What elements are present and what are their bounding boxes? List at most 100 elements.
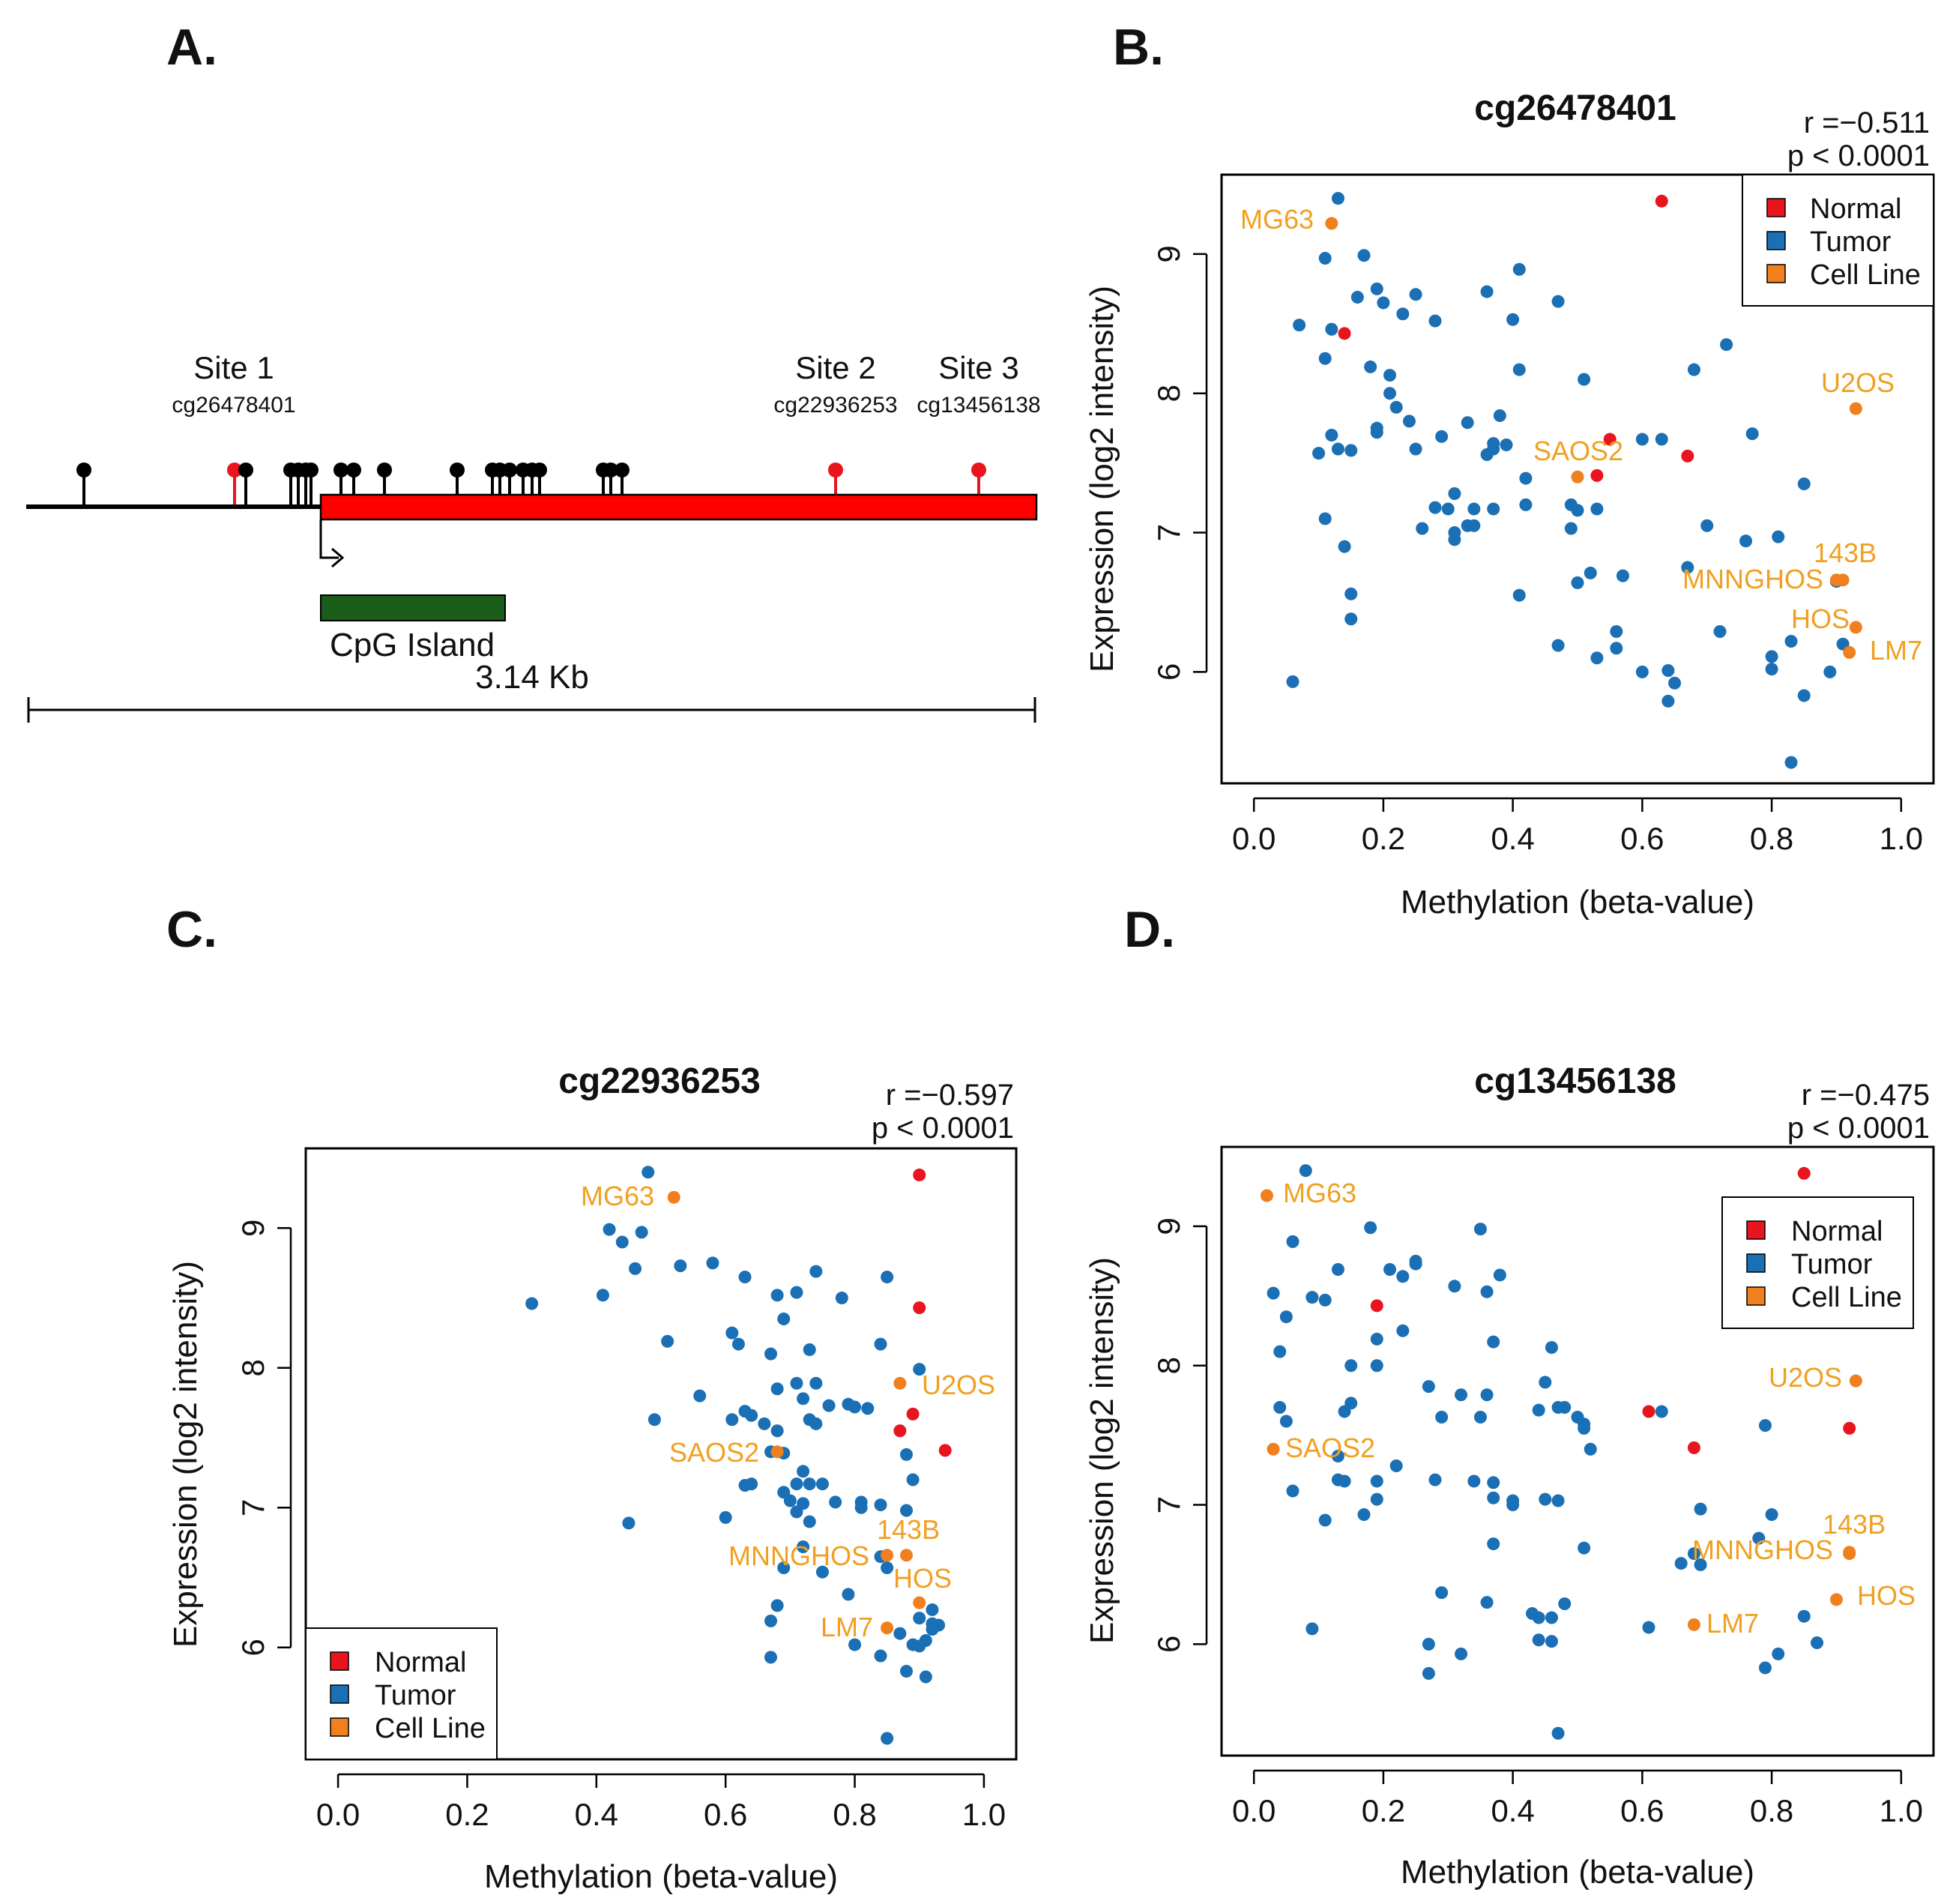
tumor-point bbox=[1435, 1586, 1449, 1600]
tumor-point bbox=[1487, 1537, 1500, 1551]
tumor-point bbox=[1765, 1508, 1778, 1522]
tumor-point bbox=[1467, 502, 1481, 516]
plot-frame bbox=[1220, 1145, 1935, 1757]
tumor-point bbox=[1338, 1474, 1351, 1488]
tumor-point bbox=[1435, 1410, 1449, 1424]
x-tick-label: 0.8 bbox=[1750, 821, 1793, 856]
tumor-point bbox=[1389, 1459, 1403, 1473]
tumor-point bbox=[854, 1501, 868, 1514]
normal-point bbox=[1370, 1299, 1383, 1313]
tumor-point bbox=[622, 1516, 636, 1530]
tumor-point bbox=[797, 1392, 810, 1406]
y-axis: 6 7 8 9 bbox=[235, 1220, 292, 1656]
tss-arrow-line bbox=[319, 519, 339, 559]
tumor-point bbox=[1299, 1164, 1312, 1178]
tumor-point bbox=[1506, 313, 1520, 326]
tumor-point bbox=[1318, 1293, 1332, 1307]
legend-swatch-normal bbox=[1746, 1220, 1766, 1240]
tumor-point bbox=[1428, 314, 1442, 328]
point-labels: MG63 U2OS SAOS2 143B MNNGHOS HOS LM7 bbox=[581, 1181, 995, 1642]
tumor-point bbox=[1512, 588, 1526, 602]
tumor-point bbox=[1370, 1474, 1383, 1488]
tumor-point bbox=[1687, 1547, 1700, 1561]
scatter-points bbox=[525, 1166, 952, 1745]
tumor-point bbox=[1772, 1647, 1785, 1660]
site-3-probe: cg13456138 bbox=[917, 393, 1040, 418]
tumor-point bbox=[1752, 1531, 1766, 1545]
tumor-point bbox=[848, 1400, 862, 1414]
tumor-point bbox=[1584, 1442, 1597, 1456]
tumor-point bbox=[1364, 360, 1377, 373]
x-tick-label: 0.6 bbox=[1620, 1793, 1664, 1828]
x-tick-label: 1.0 bbox=[1880, 1793, 1923, 1828]
tumor-point bbox=[615, 1235, 629, 1249]
y-tick-label: 9 bbox=[1151, 1217, 1186, 1235]
tumor-point bbox=[1318, 512, 1332, 525]
tumor-point bbox=[809, 1376, 823, 1390]
tumor-point bbox=[1370, 426, 1383, 439]
tumor-point bbox=[881, 1732, 894, 1745]
x-axis-label: Methylation (beta-value) bbox=[484, 1858, 838, 1895]
tumor-point bbox=[1493, 1268, 1506, 1282]
tumor-point bbox=[596, 1289, 609, 1302]
tumor-point bbox=[822, 1399, 836, 1412]
tumor-point bbox=[1293, 319, 1306, 332]
tumor-point bbox=[790, 1286, 803, 1299]
panel-c-letter: C. bbox=[166, 901, 217, 958]
tumor-point bbox=[797, 1540, 810, 1554]
tumor-point bbox=[1610, 642, 1623, 655]
cpg-site-marker bbox=[238, 463, 253, 477]
cell-line-point bbox=[1849, 1374, 1862, 1388]
tumor-point bbox=[790, 1477, 803, 1491]
tumor-point bbox=[1441, 502, 1455, 516]
tumor-point bbox=[1409, 288, 1422, 301]
legend-swatch-cell-line bbox=[330, 1717, 349, 1737]
y-axis: 6 7 8 9 bbox=[1151, 245, 1208, 681]
tumor-point bbox=[1377, 296, 1390, 310]
tumor-point bbox=[1558, 1597, 1572, 1610]
tumor-point bbox=[1745, 427, 1759, 441]
cell-line-point bbox=[893, 1376, 907, 1390]
legend-swatch-cell-line bbox=[1766, 264, 1786, 283]
tumor-point bbox=[725, 1326, 739, 1340]
tumor-point bbox=[1590, 651, 1604, 665]
scatter-points bbox=[1286, 192, 1862, 769]
tumor-point bbox=[770, 1382, 784, 1396]
tumor-point bbox=[809, 1265, 823, 1278]
legend: Normal Tumor Cell Line bbox=[1742, 174, 1934, 307]
tumor-point bbox=[919, 1670, 932, 1684]
label-lm7: LM7 bbox=[821, 1612, 873, 1642]
tumor-point bbox=[1713, 624, 1727, 638]
tumor-point bbox=[764, 1347, 778, 1361]
tumor-point bbox=[1487, 1335, 1500, 1349]
label-mnnghos: MNNGHOS bbox=[1682, 564, 1823, 594]
tumor-point bbox=[1338, 540, 1351, 553]
plot-title: cg13456138 bbox=[1474, 1061, 1676, 1101]
x-axis-label: Methylation (beta-value) bbox=[1401, 1854, 1754, 1891]
tumor-point bbox=[1487, 1476, 1500, 1489]
x-tick-label: 0.6 bbox=[704, 1797, 747, 1832]
tumor-point bbox=[1545, 1635, 1558, 1648]
tumor-point bbox=[1539, 1376, 1552, 1389]
tumor-point bbox=[1305, 1291, 1319, 1304]
tumor-point bbox=[1532, 1633, 1545, 1647]
y-tick-label: 7 bbox=[1151, 524, 1186, 541]
tumor-point bbox=[1551, 639, 1565, 652]
correlation-r: r =−0.511 bbox=[1804, 106, 1930, 139]
legend-label-cell-line: Cell Line bbox=[1810, 259, 1921, 291]
tumor-point bbox=[1532, 1611, 1545, 1624]
tumor-point bbox=[1286, 1235, 1300, 1248]
panel-c: C. cg22936253 r =−0.597 p < 0.0001 0.0 0.… bbox=[166, 901, 1018, 1895]
tumor-point bbox=[738, 1271, 752, 1284]
label-u2os: U2OS bbox=[1821, 367, 1895, 398]
tumor-point bbox=[1422, 1666, 1435, 1680]
tumor-point bbox=[1422, 1637, 1435, 1651]
tumor-point bbox=[1668, 676, 1682, 690]
y-tick-label: 6 bbox=[1151, 1636, 1186, 1653]
tumor-point bbox=[1409, 442, 1422, 456]
x-tick-label: 0.8 bbox=[1750, 1793, 1793, 1828]
tumor-point bbox=[1720, 338, 1733, 352]
tumor-point bbox=[1578, 1421, 1591, 1435]
tumor-point bbox=[829, 1495, 842, 1509]
